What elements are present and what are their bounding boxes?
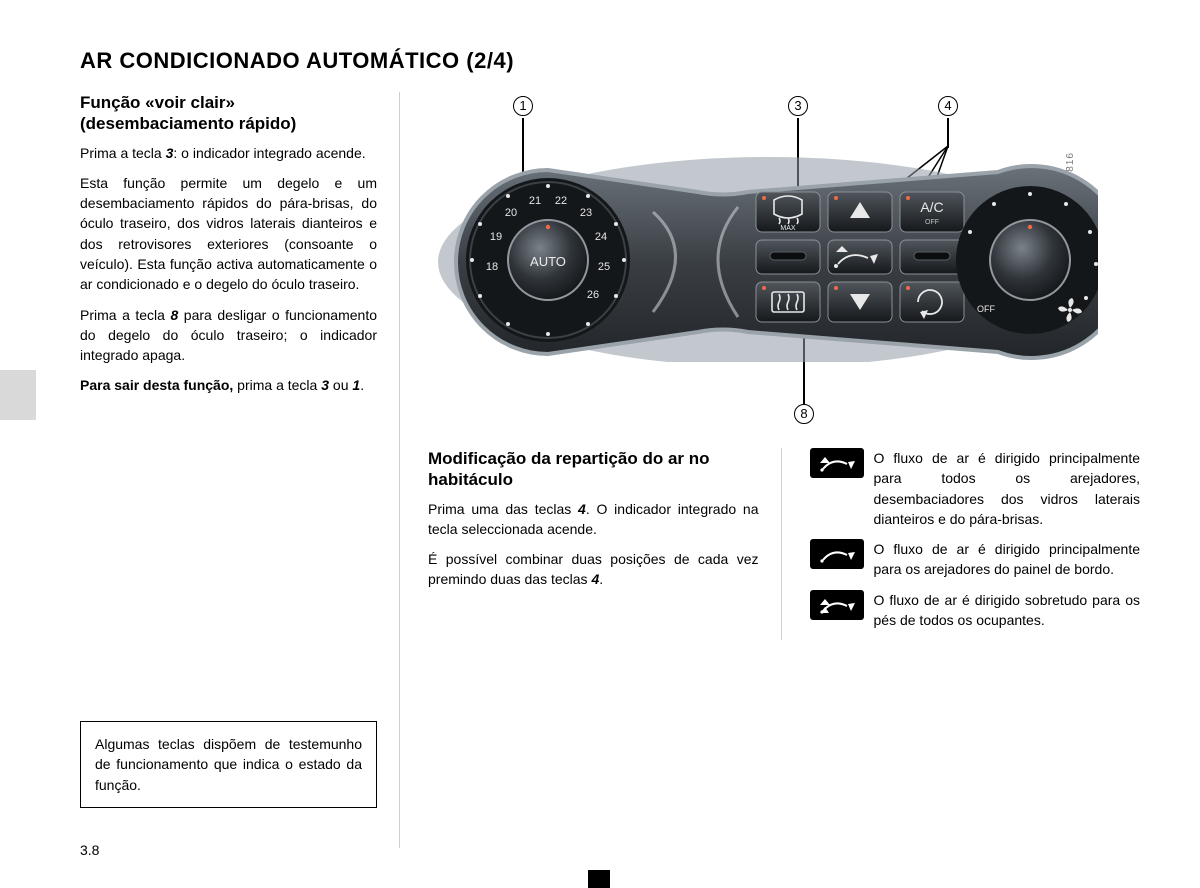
airflow-text-1: O fluxo de ar é dirigido principalmente … (874, 448, 1141, 529)
callout-8: 8 (794, 404, 814, 424)
page-title: AR CONDICIONADO AUTOMÁTICO (2/4) (80, 48, 1140, 74)
svg-text:OFF: OFF (977, 304, 995, 314)
col1-p4: Para sair desta função, prima a tecla 3 … (80, 375, 377, 395)
key-ref-3b: 3 (321, 377, 329, 393)
text: : o indicador integrado acende. (173, 145, 365, 161)
svg-text:MAX: MAX (780, 225, 796, 232)
col1-heading: Função «voir clair» (desembaciamento ráp… (80, 92, 377, 135)
col1-p2: Esta função permite um degelo e um desem… (80, 173, 377, 295)
col1-p1: Prima a tecla 3: o indicador integrado a… (80, 143, 377, 163)
airflow-feet-icon (810, 590, 864, 620)
text: . (360, 377, 364, 393)
svg-text:20: 20 (505, 207, 517, 219)
svg-text:26: 26 (587, 289, 599, 301)
column-2: Modificação da repartição do ar no habit… (428, 448, 782, 640)
col2-p1: Prima uma das teclas 4. O indicador inte… (428, 499, 759, 540)
callout-4-num: 4 (938, 96, 958, 116)
text: Prima uma das teclas (428, 501, 578, 517)
airflow-face-icon (810, 539, 864, 569)
svg-text:A/C: A/C (920, 199, 943, 215)
page-container: AR CONDICIONADO AUTOMÁTICO (2/4) Função … (0, 0, 1200, 888)
airflow-text-3: O fluxo de ar é dirigido sobretudo para … (874, 590, 1141, 631)
climate-panel: 20 21 22 23 24 25 26 19 18 (438, 152, 1098, 362)
text: Prima a tecla (80, 307, 170, 323)
bottom-black-tab (588, 870, 610, 888)
columns: Função «voir clair» (desembaciamento ráp… (80, 92, 1140, 848)
note-box: Algumas teclas dispõem de testemunho de … (80, 721, 377, 808)
svg-text:22: 22 (555, 195, 567, 207)
text: prima a tecla (233, 377, 321, 393)
col1-p3: Prima a tecla 8 para desligar o funciona… (80, 305, 377, 366)
text: Prima a tecla (80, 145, 166, 161)
callout-8-num: 8 (794, 404, 814, 424)
svg-text:18: 18 (486, 261, 498, 273)
page-title-main: AR CONDICIONADO AUTOMÁTICO (80, 48, 460, 73)
col2-heading: Modificação da repartição do ar no habit… (428, 448, 759, 491)
climate-panel-svg: 20 21 22 23 24 25 26 19 18 (438, 152, 1098, 362)
callout-3-num: 3 (788, 96, 808, 116)
airflow-windscreen-face-icon (810, 448, 864, 478)
text: ou (329, 377, 352, 393)
svg-text:24: 24 (595, 231, 607, 243)
text: . (599, 571, 603, 587)
callout-4: 4 (938, 96, 958, 116)
airflow-row-2: O fluxo de ar é dirigido principalmente … (810, 539, 1141, 580)
svg-text:AUTO: AUTO (530, 254, 566, 269)
svg-text:23: 23 (580, 207, 592, 219)
right-side: 39816 1 3 4 8 (428, 92, 1140, 848)
airflow-row-1: O fluxo de ar é dirigido principalmente … (810, 448, 1141, 529)
col2-p2: É possível combinar duas posições de cad… (428, 549, 759, 590)
page-number: 3.8 (80, 842, 99, 858)
airflow-row-3: O fluxo de ar é dirigido sobretudo para … (810, 590, 1141, 631)
page-tab-marker (0, 370, 36, 420)
column-3: O fluxo de ar é dirigido principalmente … (810, 448, 1141, 640)
climate-control-diagram: 39816 1 3 4 8 (418, 92, 1118, 432)
right-columns: Modificação da repartição do ar no habit… (428, 448, 1140, 640)
svg-text:21: 21 (529, 195, 541, 207)
callout-3: 3 (788, 96, 808, 116)
column-1: Função «voir clair» (desembaciamento ráp… (80, 92, 400, 848)
page-title-sub: (2/4) (466, 48, 514, 73)
key-ref-4: 4 (578, 501, 586, 517)
text-bold: Para sair desta função, (80, 377, 233, 393)
svg-text:OFF: OFF (925, 219, 939, 226)
svg-text:19: 19 (490, 231, 502, 243)
svg-text:25: 25 (598, 261, 610, 273)
callout-1: 1 (513, 96, 533, 116)
callout-1-num: 1 (513, 96, 533, 116)
airflow-text-2: O fluxo de ar é dirigido principalmente … (874, 539, 1141, 580)
